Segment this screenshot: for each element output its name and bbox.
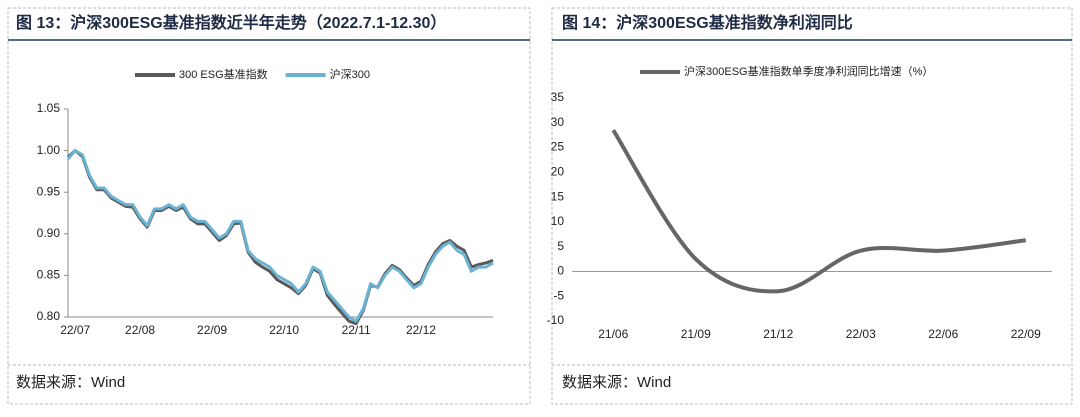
- y-tick-label: 0.85: [37, 268, 61, 282]
- x-tick-label: 21/12: [763, 327, 793, 341]
- x-tick-label: 21/06: [598, 327, 628, 341]
- x-tick-label: 22/11: [342, 323, 371, 337]
- y-tick-label: 0: [557, 264, 564, 278]
- y-tick-label: 25: [551, 140, 565, 154]
- panel: [551, 7, 1073, 405]
- x-tick-label: 21/09: [681, 327, 711, 341]
- y-tick-label: -10: [547, 313, 565, 327]
- y-tick-label: 1.05: [37, 101, 61, 115]
- x-tick-label: 22/10: [269, 323, 299, 337]
- x-tick-label: 22/06: [928, 327, 958, 341]
- y-tick-label: 1.00: [37, 143, 61, 157]
- series-line: [66, 149, 494, 323]
- y-tick-label: 5: [557, 239, 564, 253]
- series-line: [66, 149, 494, 326]
- y-tick-label: 0.95: [37, 184, 61, 198]
- x-tick-label: 22/12: [406, 323, 436, 337]
- x-tick-label: 22/09: [197, 323, 227, 337]
- x-tick-label: 22/08: [125, 323, 155, 337]
- y-tick-label: 10: [551, 214, 565, 228]
- y-tick-label: 0.90: [37, 226, 61, 240]
- panel-title: 图 13：沪深300ESG基准指数近半年走势（2022.7.1-12.30）: [16, 13, 446, 32]
- x-tick-label: 22/09: [1011, 327, 1041, 341]
- y-tick-label: 35: [551, 90, 565, 104]
- y-tick-label: 20: [551, 165, 565, 179]
- series-line: [611, 129, 1027, 294]
- source: 数据来源：Wind: [562, 374, 671, 391]
- x-tick-label: 22/07: [60, 323, 90, 337]
- legend-label: 沪深300ESG基准指数单季度净利润同比增速（%）: [684, 64, 933, 78]
- y-tick-label: -5: [553, 288, 564, 302]
- legend-label: 沪深300: [330, 67, 370, 81]
- source: 数据来源：Wind: [16, 374, 125, 391]
- y-tick-label: 15: [551, 189, 565, 203]
- legend-label: 300 ESG基准指数: [179, 67, 268, 81]
- x-tick-label: 22/03: [846, 327, 876, 341]
- panel: [7, 7, 531, 405]
- y-tick-label: 0.80: [37, 309, 61, 323]
- panel-title: 图 14：沪深300ESG基准指数净利润同比: [562, 13, 853, 32]
- y-tick-label: 30: [551, 115, 565, 129]
